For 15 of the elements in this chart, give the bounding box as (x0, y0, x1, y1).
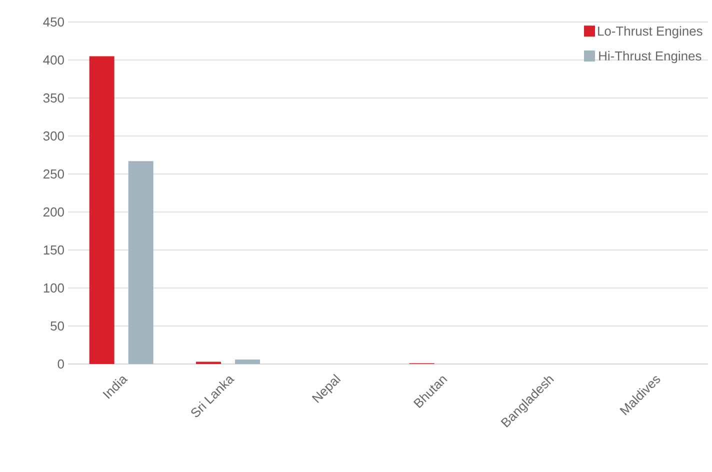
y-tick-label: 400 (43, 55, 64, 65)
y-tick-label: 0 (58, 359, 64, 369)
y-tick-label: 300 (43, 131, 64, 141)
y-tick-label: 50 (50, 321, 64, 331)
bar (128, 161, 154, 364)
y-tick-label: 450 (43, 17, 64, 27)
bar (89, 56, 114, 364)
y-tick-label: 200 (44, 207, 64, 217)
y-tick-label: 100 (44, 283, 64, 293)
legend-label: Hi-Thrust Engines (599, 51, 702, 64)
legend-label: Lo-Thrust Engines (598, 26, 702, 38)
y-tick-label: 150 (44, 245, 64, 255)
y-tick-label: 250 (44, 169, 64, 179)
y-tick-label: 350 (43, 93, 64, 103)
bar (235, 359, 260, 364)
